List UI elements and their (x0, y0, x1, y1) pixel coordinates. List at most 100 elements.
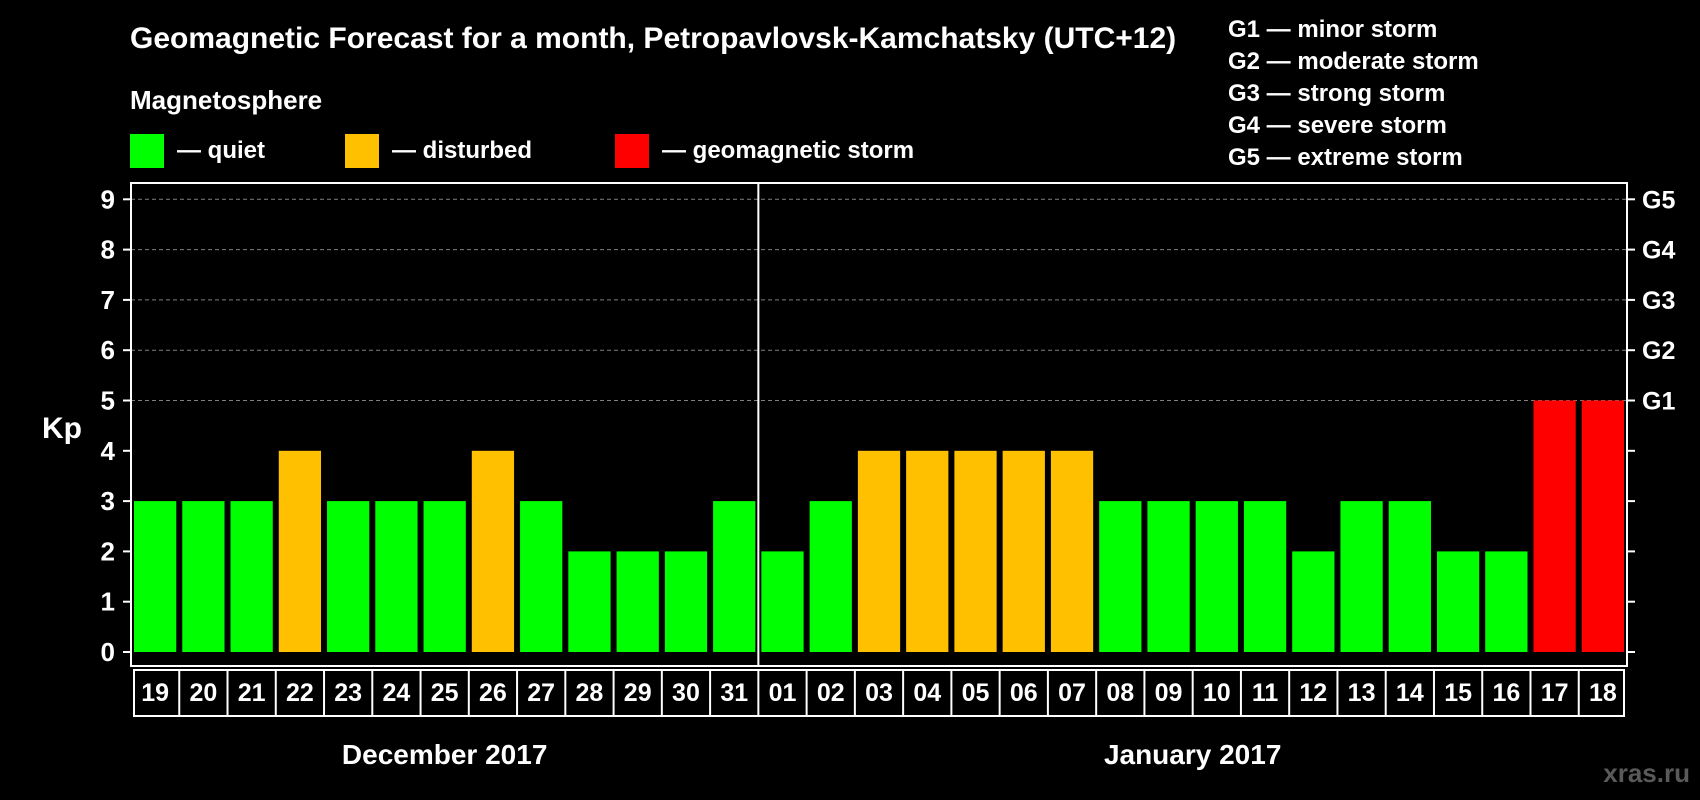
bar (954, 450, 997, 652)
x-tick-label: 08 (1106, 679, 1134, 707)
legend-label-disturbed: — disturbed (392, 137, 532, 164)
x-tick-label: 09 (1155, 679, 1183, 707)
storm-level-label: G4 (1642, 237, 1675, 265)
x-tick-label: 31 (720, 679, 748, 707)
y-tick-label: 7 (101, 285, 115, 315)
bar (1099, 501, 1142, 652)
x-tick-label: 30 (672, 679, 700, 707)
grid-lines (131, 198, 1627, 401)
legend-label-storm: — geomagnetic storm (662, 137, 914, 164)
x-tick-label: 18 (1589, 679, 1617, 707)
legend-swatch-quiet (130, 134, 164, 168)
bar (809, 501, 852, 652)
x-tick-label: 29 (624, 679, 652, 707)
bar (134, 501, 177, 652)
legend: — quiet — disturbed — geomagnetic storm (130, 134, 914, 168)
y-tick-label: 1 (101, 587, 115, 617)
x-tick-label: 28 (576, 679, 604, 707)
x-tick-label: 12 (1299, 679, 1327, 707)
x-tick-label: 24 (383, 679, 411, 707)
bar (568, 551, 611, 652)
y-axis: 0 1 2 3 4 5 6 7 8 9 (101, 184, 131, 667)
bar (1292, 551, 1335, 652)
storm-scale-entry: G5 — extreme storm (1228, 144, 1463, 171)
storm-level-label: G2 (1642, 337, 1675, 365)
bar (327, 501, 370, 652)
storm-scale-entry: G3 — strong storm (1228, 80, 1445, 107)
x-tick-label: 15 (1444, 679, 1472, 707)
storm-scale-legend: G1 — minor storm G2 — moderate storm G3 — … (1228, 16, 1479, 171)
y-tick-label: 3 (101, 486, 115, 516)
x-tick-label: 02 (817, 679, 845, 707)
x-tick-label: 22 (286, 679, 314, 707)
x-tick-label: 27 (527, 679, 555, 707)
x-tick-label: 16 (1492, 679, 1520, 707)
x-tick-label: 11 (1252, 679, 1279, 707)
bar (471, 450, 515, 652)
bar (278, 450, 322, 652)
month-labels: December 2017 January 2017 (342, 739, 1281, 770)
storm-level-label: G5 (1642, 186, 1675, 214)
month-label: December 2017 (342, 739, 547, 770)
storm-level-label: G3 (1642, 287, 1675, 315)
x-tick-label: 06 (1010, 679, 1038, 707)
x-tick-label: 25 (431, 679, 459, 707)
bar (906, 450, 949, 652)
bar (1340, 501, 1383, 652)
date-axis-border (133, 669, 1625, 717)
bar (1533, 400, 1576, 652)
bar (1581, 400, 1624, 652)
y-tick-label: 6 (101, 335, 115, 365)
bar (375, 501, 418, 652)
bar (857, 450, 901, 652)
bar (1002, 450, 1045, 652)
storm-scale-entry: G2 — moderate storm (1228, 48, 1479, 75)
y-tick-label: 9 (101, 184, 115, 214)
x-tick-label: 21 (238, 679, 266, 707)
bar (1243, 501, 1287, 652)
plot-frame (130, 182, 1628, 667)
x-tick-label: 03 (865, 679, 893, 707)
bars (134, 400, 1624, 652)
bar (423, 501, 466, 652)
bar (182, 501, 225, 652)
x-tick-label: 10 (1203, 679, 1231, 707)
bar (713, 501, 756, 652)
y-tick-label: 4 (101, 436, 116, 466)
x-tick-label: 07 (1058, 679, 1086, 707)
x-tick-label: 14 (1396, 679, 1424, 707)
bar (761, 551, 804, 652)
x-tick-label: 20 (189, 679, 217, 707)
bar (1388, 501, 1431, 652)
x-tick-label: 17 (1541, 679, 1569, 707)
legend-swatch-disturbed (345, 134, 379, 168)
chart-title: Geomagnetic Forecast for a month, Petrop… (130, 22, 1176, 55)
y-tick-label: 8 (101, 235, 115, 265)
bar (616, 551, 659, 652)
bar (664, 551, 708, 652)
legend-swatch-storm (615, 134, 649, 168)
watermark: xras.ru (1603, 758, 1690, 788)
y-tick-label: 0 (101, 637, 115, 667)
bar (1147, 501, 1190, 652)
bar (1195, 501, 1238, 652)
storm-level-axis: G1 G2 G3 G4 G5 (1627, 186, 1675, 653)
storm-scale-entry: G1 — minor storm (1228, 16, 1437, 43)
bar (1436, 551, 1480, 652)
magnetosphere-label: Magnetosphere (130, 85, 322, 115)
plot-border (130, 182, 1628, 667)
storm-scale-entry: G4 — severe storm (1228, 112, 1447, 139)
x-tick-label: 05 (962, 679, 990, 707)
x-tick-label: 19 (141, 679, 169, 707)
legend-label-quiet: — quiet (177, 137, 265, 164)
y-tick-label: 2 (101, 536, 115, 566)
storm-level-label: G1 (1642, 388, 1675, 416)
x-tick-label: 13 (1348, 679, 1376, 707)
bar (1485, 551, 1528, 652)
y-tick-label: 5 (101, 386, 115, 416)
x-tick-label: 26 (479, 679, 507, 707)
bar (520, 501, 563, 652)
date-axis: 19 20 21 22 23 24 25 26 27 28 29 30 31 01 02 03 04 05 06 07… (133, 669, 1625, 717)
x-tick-label: 04 (913, 679, 941, 707)
